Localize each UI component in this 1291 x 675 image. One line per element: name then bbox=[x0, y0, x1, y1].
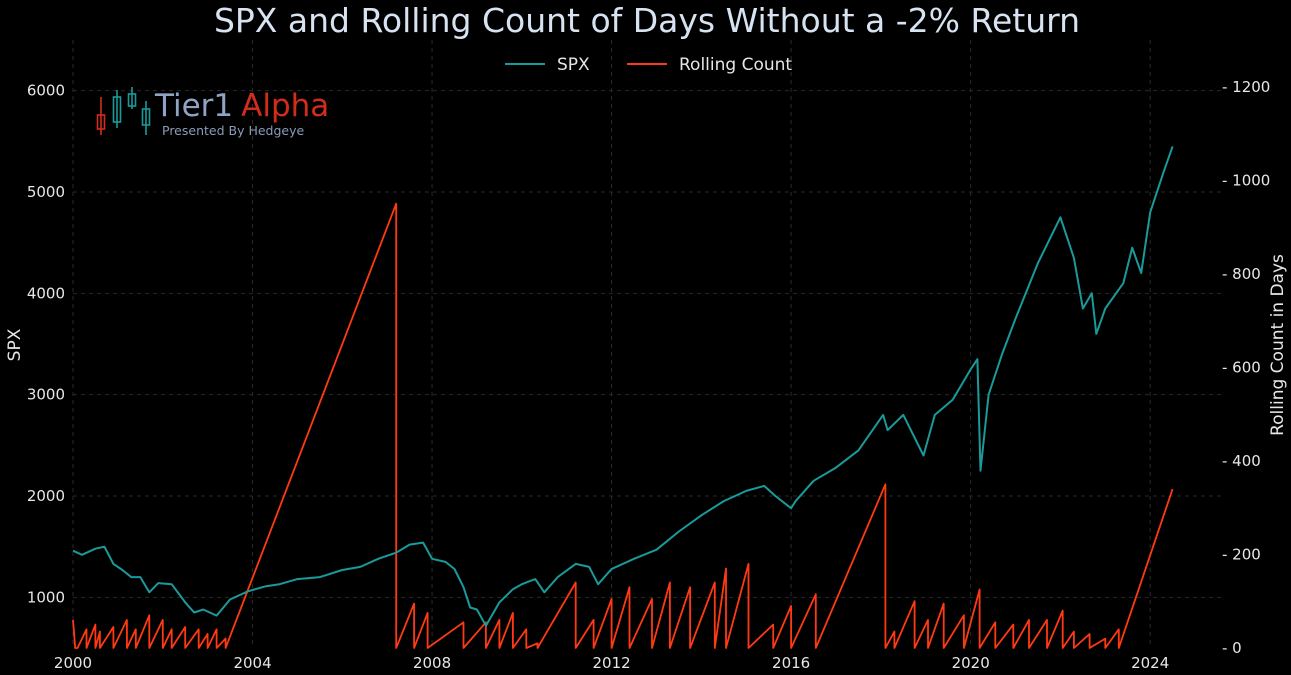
x-tick-label-5: 2020 bbox=[952, 654, 990, 672]
x-tick-label-0: 2000 bbox=[54, 654, 92, 672]
logo-tagline: Presented By Hedgeye bbox=[162, 123, 304, 138]
right-y-tick-label-0: - 0 bbox=[1222, 639, 1242, 657]
legend-label-spx: SPX bbox=[557, 55, 590, 75]
candle-body-2 bbox=[127, 93, 137, 107]
left-y-tick-label-2: 3000 bbox=[27, 386, 65, 404]
right-y-tick-label-6: - 1200 bbox=[1222, 78, 1270, 96]
legend: SPX Rolling Count bbox=[505, 55, 792, 75]
x-tick-label-3: 2012 bbox=[593, 654, 631, 672]
left-y-axis-label: SPX bbox=[5, 328, 25, 361]
candlestick-logo-icon bbox=[96, 87, 151, 135]
series-line-spx bbox=[72, 146, 1174, 627]
candle-body-1 bbox=[112, 96, 122, 123]
series-layer bbox=[72, 146, 1174, 649]
x-tick-label-6: 2024 bbox=[1131, 654, 1169, 672]
logo-brand-secondary: Alpha bbox=[241, 88, 329, 124]
left-y-tick-label-1: 2000 bbox=[27, 487, 65, 505]
left-y-tick-label-3: 4000 bbox=[27, 284, 65, 302]
left-y-tick-label-4: 5000 bbox=[27, 183, 65, 201]
right-y-axis-ticks: - 0 - 200 - 400 - 600 - 800 - 1000 - 1200 bbox=[1222, 78, 1270, 657]
right-y-tick-label-3: - 600 bbox=[1222, 358, 1261, 376]
right-y-tick-label-4: - 800 bbox=[1222, 265, 1261, 283]
series-line-rolling-count bbox=[72, 202, 1174, 649]
candle-body-0 bbox=[96, 114, 106, 130]
left-y-tick-label-5: 6000 bbox=[27, 82, 65, 100]
legend-label-rolling-count: Rolling Count bbox=[679, 55, 792, 75]
chart-title: SPX and Rolling Count of Days Without a … bbox=[214, 1, 1080, 40]
x-tick-label-2: 2008 bbox=[413, 654, 451, 672]
left-y-tick-label-0: 1000 bbox=[27, 588, 65, 606]
left-y-axis-ticks: 1000 2000 3000 4000 5000 6000 bbox=[27, 82, 65, 607]
right-y-tick-label-5: - 1000 bbox=[1222, 171, 1270, 189]
right-y-tick-label-2: - 400 bbox=[1222, 452, 1261, 470]
candle-body-3 bbox=[141, 108, 151, 126]
grid-lines bbox=[72, 40, 1222, 648]
x-axis-ticks: 2000 2004 2008 2012 2016 2020 2024 bbox=[54, 654, 1169, 672]
x-tick-label-4: 2016 bbox=[772, 654, 810, 672]
logo-brand-primary: Tier1 bbox=[154, 88, 233, 124]
right-y-axis-label: Rolling Count in Days bbox=[1268, 254, 1288, 436]
tier1-alpha-logo: Tier1 Alpha Presented By Hedgeye bbox=[96, 87, 329, 138]
right-y-tick-label-1: - 200 bbox=[1222, 545, 1261, 563]
x-tick-label-1: 2004 bbox=[233, 654, 271, 672]
logo-wordmark: Tier1 Alpha bbox=[154, 88, 329, 124]
